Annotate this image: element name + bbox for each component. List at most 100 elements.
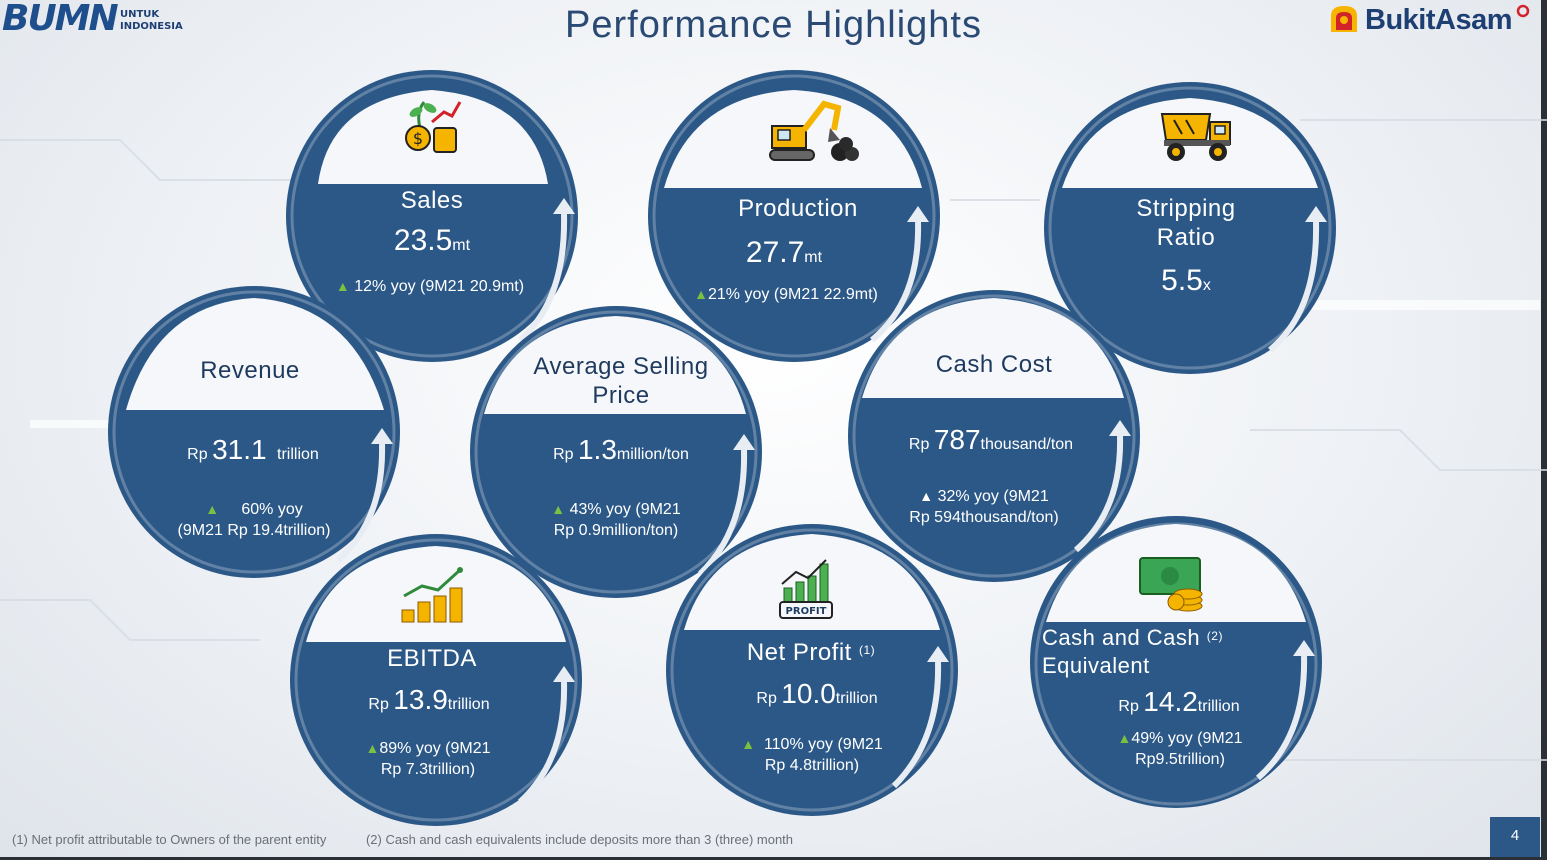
- cash-coins-icon: [1139, 557, 1203, 612]
- up-arrow-icon: ▲: [365, 740, 380, 756]
- cash-cost-value-prefix: Rp: [908, 436, 930, 453]
- bumn-logo-text: BUMN: [2, 0, 119, 39]
- ebitda-value-unit: trillion: [447, 696, 490, 713]
- sales-yoy: ▲ 12% yoy (9M21 20.9mt): [310, 276, 550, 297]
- asp-yoy-line-1: ▲ 43% yoy (9M21: [504, 499, 728, 520]
- dump-truck-icon: [1160, 113, 1231, 161]
- bukit-asam-mark-icon: [1331, 6, 1357, 32]
- ebitda-value-number: 13.9: [393, 684, 448, 715]
- net-profit-yoy-line-1-text: 110% yoy (9M21: [763, 736, 883, 753]
- revenue-yoy-line-1-text: 60% yoy: [241, 501, 303, 518]
- net-profit-value: Rp 10.0trillion: [702, 678, 932, 710]
- cash-cost-yoy-line-1-text: 32% yoy (9M21: [937, 488, 1049, 505]
- production-label: Production: [738, 195, 858, 222]
- footnote-2: (2) Cash and cash equivalents include de…: [365, 832, 794, 847]
- production-value-number: 27.7: [745, 236, 805, 269]
- revenue-yoy-line-2: (9M21 Rp 19.4trillion): [177, 522, 331, 539]
- asp-yoy: ▲ 43% yoy (9M21 Rp 0.9million/ton): [504, 499, 728, 541]
- asp-value-unit: million/ton: [616, 446, 689, 463]
- cash-equivalent-value-unit: trillion: [1197, 698, 1240, 715]
- net-profit-yoy-line-2: Rp 4.8trillion): [764, 757, 860, 774]
- ebitda-label: EBITDA: [387, 645, 477, 672]
- production-value-unit: mt: [804, 249, 823, 266]
- stripping-ratio-value-unit: x: [1202, 277, 1211, 294]
- stripping-ratio-label: Stripping Ratio: [1086, 194, 1286, 252]
- asp-value-number: 1.3: [577, 434, 617, 465]
- bumn-logo: BUMN UNTUK INDONESIA: [2, 0, 202, 39]
- up-arrow-icon: ▲: [551, 501, 566, 517]
- ebitda-yoy: ▲89% yoy (9M21 Rp 7.3trillion): [320, 738, 536, 780]
- cash-equivalent-yoy-line-1-text: 49% yoy (9M21: [1131, 730, 1243, 747]
- cash-cost-yoy-line-1: ▲ 32% yoy (9M21: [876, 486, 1092, 507]
- net-profit-value-prefix: Rp: [756, 690, 777, 707]
- cash-cost-value-unit: thousand/ton: [980, 436, 1074, 453]
- sales-label: Sales: [400, 187, 464, 214]
- revenue-value-unit: trillion: [277, 446, 319, 463]
- revenue-value: Rp 31.1 trillion: [140, 434, 366, 466]
- bumn-tagline-line-1: UNTUK: [120, 9, 160, 20]
- ebitda-yoy-line-1: ▲89% yoy (9M21: [320, 738, 536, 759]
- net-profit-value-unit: trillion: [835, 690, 878, 707]
- cash-equivalent-label-line-2: Equivalent: [1042, 653, 1150, 678]
- excavator-coal-icon: [769, 100, 859, 161]
- net-profit-yoy-line-1: ▲ 110% yoy (9M21: [704, 734, 920, 755]
- up-arrow-icon: ▲: [205, 501, 220, 517]
- money-plant-growth-icon: $: [405, 101, 462, 153]
- cash-cost-yoy-line-2: Rp 594thousand/ton): [909, 509, 1059, 526]
- sales-yoy-text: 12% yoy (9M21 20.9mt): [354, 278, 525, 295]
- cash-equivalent-value: Rp 14.2trillion: [1064, 686, 1294, 718]
- bumn-tagline: UNTUK INDONESIA: [120, 9, 183, 33]
- up-arrow-icon: ▲: [741, 736, 756, 752]
- svg-text:$: $: [413, 129, 423, 148]
- asp-yoy-line-1-text: 43% yoy (9M21: [569, 501, 681, 518]
- bukit-asam-ring-icon: [1516, 4, 1530, 18]
- page-title: Performance Highlights: [565, 4, 982, 46]
- bukit-asam-wordmark: BukitAsam: [1365, 4, 1513, 36]
- net-profit-yoy: ▲ 110% yoy (9M21 Rp 4.8trillion): [704, 734, 920, 776]
- cash-equivalent-yoy-line-1: ▲49% yoy (9M21: [1072, 728, 1288, 749]
- revenue-value-prefix: Rp: [187, 446, 208, 463]
- footnotes: (1) Net profit attributable to Owners of…: [12, 832, 829, 847]
- asp-label: Average Selling Price: [506, 352, 736, 410]
- up-arrow-icon: ▲: [1117, 730, 1132, 746]
- revenue-label: Revenue: [200, 357, 300, 384]
- up-arrow-icon: ▲: [335, 278, 350, 294]
- asp-label-line-2: Price: [592, 382, 650, 409]
- cash-cost-yoy: ▲ 32% yoy (9M21 Rp 594thousand/ton): [876, 486, 1092, 528]
- cash-equivalent-label-line-1-text: Cash and Cash: [1042, 625, 1201, 650]
- production-yoy-text: 21% yoy (9M21 22.9mt): [708, 286, 878, 303]
- page-number: 4: [1490, 817, 1540, 857]
- bumn-tagline-line-2: INDONESIA: [120, 21, 183, 32]
- cash-equivalent-yoy-line-2: Rp9.5trillion): [1135, 751, 1225, 768]
- ebitda-value: Rp 13.9trillion: [314, 684, 544, 716]
- net-profit-footnote-marker: (1): [859, 643, 876, 657]
- window-right-edge: [1541, 0, 1547, 860]
- net-profit-label-text: Net Profit: [746, 639, 852, 666]
- asp-yoy-line-2: Rp 0.9million/ton): [553, 522, 679, 539]
- stripping-ratio-value: 5.5x: [1086, 264, 1286, 298]
- production-yoy: ▲21% yoy (9M21 22.9mt): [666, 284, 906, 305]
- cash-equivalent-label: Cash and Cash (2) Equivalent: [1042, 624, 1272, 680]
- coin-stacks-trend-icon: [401, 567, 463, 623]
- ebitda-value-prefix: Rp: [368, 696, 389, 713]
- up-arrow-icon: ▲: [694, 286, 708, 302]
- asp-value-prefix: Rp: [553, 446, 574, 463]
- revenue-yoy-line-1: ▲ 60% yoy: [146, 499, 362, 520]
- profit-chart-icon: PROFIT: [779, 559, 833, 619]
- net-profit-label: Net Profit (1): [706, 638, 916, 667]
- cash-equivalent-yoy: ▲49% yoy (9M21 Rp9.5trillion): [1072, 728, 1288, 770]
- stripping-ratio-label-line-1: Stripping: [1136, 195, 1236, 222]
- cash-equivalent-value-prefix: Rp: [1118, 698, 1139, 715]
- cash-cost-value-number: 787: [933, 424, 981, 455]
- cash-equivalent-label-line-1: Cash and Cash (2): [1042, 624, 1272, 652]
- up-arrow-icon: ▲: [919, 488, 934, 504]
- asp-value: Rp 1.3million/ton: [506, 434, 736, 466]
- sales-value-number: 23.5: [393, 224, 453, 257]
- cash-cost-value: Rp 787thousand/ton: [876, 424, 1106, 456]
- footnote-1: (1) Net profit attributable to Owners of…: [12, 832, 327, 847]
